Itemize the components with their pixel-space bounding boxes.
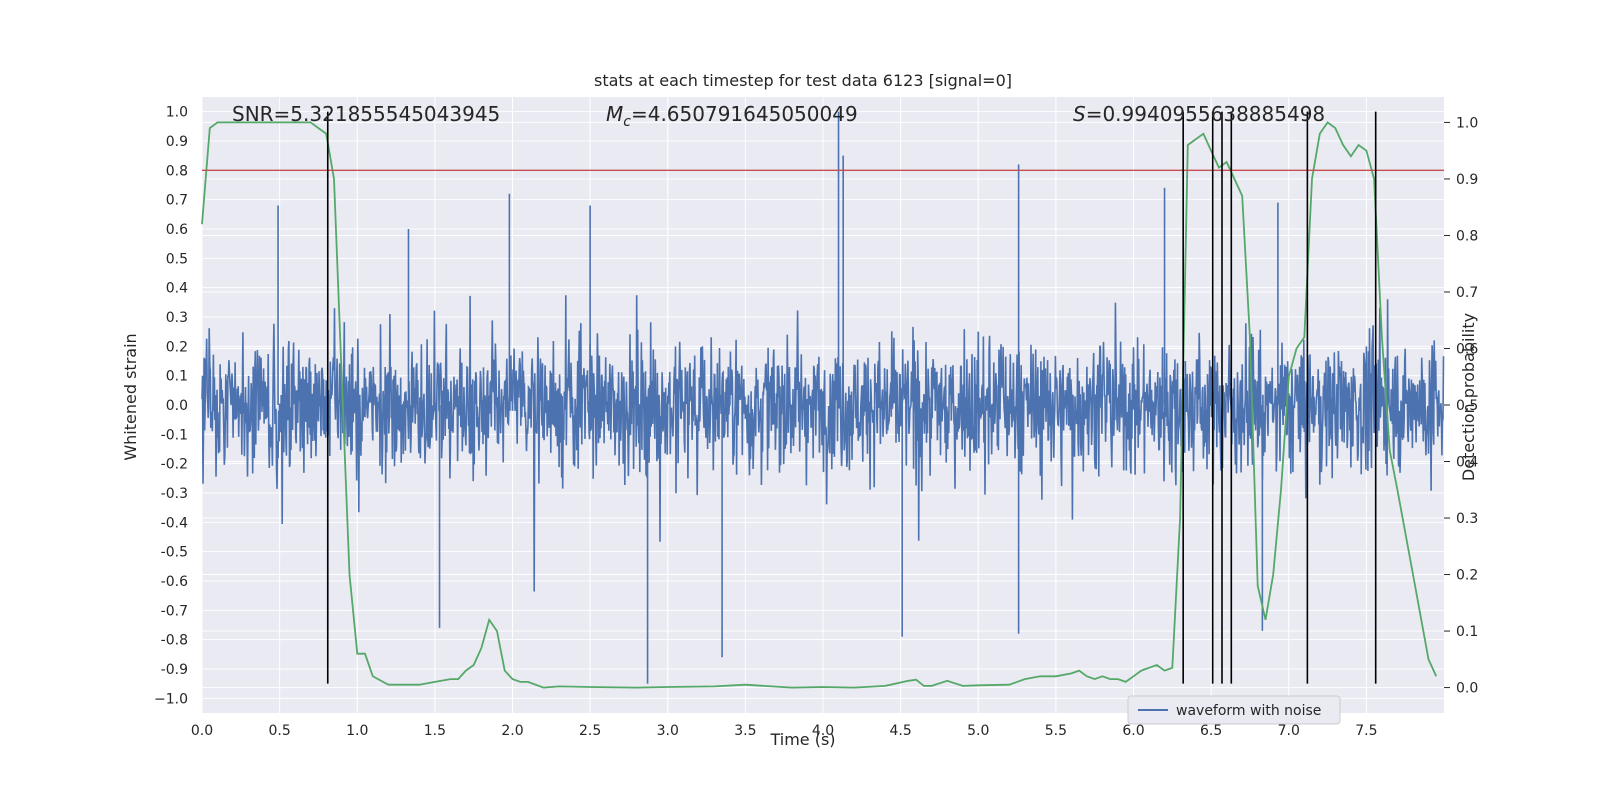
legend-label-waveform: waveform with noise <box>1176 703 1321 719</box>
x-tick-label: 5.5 <box>1045 723 1067 739</box>
y-tick-label: −1.0 <box>154 691 188 707</box>
x-tick-label: 3.5 <box>734 723 756 739</box>
probability-series <box>201 121 1438 689</box>
x-axis-ticks: 0.0 0.5 1.0 1.5 2.0 2.5 3.0 3.5 4.0 4.5 5.0 5.5 6.0 6… <box>191 723 1378 739</box>
event-lines <box>326 111 1377 684</box>
probability-line <box>201 121 1438 689</box>
y-tick-label: -0.9 <box>161 662 188 678</box>
mc-value: =4.650791645050049 <box>631 102 858 126</box>
y-tick-label: 0.5 <box>166 251 188 267</box>
y-tick-label: -0.1 <box>161 427 188 443</box>
s-value: =0.9940955638885498 <box>1086 102 1325 126</box>
y-tick-label: -0.8 <box>161 633 188 649</box>
legend: waveform with noise <box>1127 695 1341 725</box>
y-tick-label: 0.7 <box>166 193 188 209</box>
y-tick-label: -0.5 <box>161 545 188 561</box>
y-tick-label: -0.7 <box>161 603 188 619</box>
y-tick-label: -0.4 <box>161 515 188 531</box>
y-tick-label: 0.6 <box>166 222 188 238</box>
mc-subscript: c <box>623 114 631 130</box>
x-tick-label: 1.0 <box>346 723 368 739</box>
chart-title: stats at each timestep for test data 612… <box>594 71 1012 90</box>
y2-tick-label: 0.1 <box>1456 624 1478 640</box>
y2-axis-ticks: 1.0 0.9 0.8 0.7 0.6 0.5 0.4 0.3 0.2 0.1 0.0 <box>1444 115 1478 697</box>
y-tick-label: -0.3 <box>161 486 188 502</box>
x-tick-label: 0.0 <box>191 723 213 739</box>
x-tick-label: 2.5 <box>579 723 601 739</box>
y-axis-ticks: 1.0 0.9 0.8 0.7 0.6 0.5 0.4 0.3 0.2 0.1 0.0 -0.1 -0.… <box>154 105 188 708</box>
snr-annotation: SNR=5.321855545043945 <box>232 102 500 126</box>
y-tick-label: 1.0 <box>166 105 188 121</box>
x-tick-label: 2.0 <box>501 723 523 739</box>
x-tick-label: 3.0 <box>657 723 679 739</box>
y2-tick-label: 0.3 <box>1456 511 1478 527</box>
x-tick-label: 6.0 <box>1122 723 1144 739</box>
y2-tick-label: 0.5 <box>1456 398 1478 414</box>
y-tick-label: -0.6 <box>161 574 188 590</box>
y2-tick-label: 0.0 <box>1456 681 1478 697</box>
y-tick-label: 0.3 <box>166 310 188 326</box>
y2-tick-label: 1.0 <box>1456 115 1478 131</box>
x-tick-label: 1.5 <box>424 723 446 739</box>
y2-tick-label: 0.4 <box>1456 455 1478 471</box>
y-tick-label: 0.0 <box>166 398 188 414</box>
x-axis-label: Time (s) <box>769 730 835 749</box>
y2-tick-label: 0.8 <box>1456 228 1478 244</box>
x-tick-label: 7.0 <box>1278 723 1300 739</box>
x-tick-label: 4.0 <box>812 723 834 739</box>
y2-axis-label: Detection probability <box>1459 313 1478 481</box>
x-tick-label: 6.5 <box>1200 723 1222 739</box>
y2-tick-label: 0.2 <box>1456 568 1478 584</box>
y-tick-label: -0.2 <box>161 457 188 473</box>
mc-annotation: Mc=4.650791645050049 <box>606 102 858 130</box>
y2-tick-label: 0.6 <box>1456 341 1478 357</box>
x-tick-label: 0.5 <box>268 723 290 739</box>
y-tick-label: 0.1 <box>166 369 188 385</box>
s-annotation: S=0.9940955638885498 <box>1073 102 1325 126</box>
y-tick-label: 0.2 <box>166 339 188 355</box>
s-symbol: S <box>1073 102 1086 126</box>
legend-box <box>1127 695 1341 725</box>
waveform-series <box>201 111 1445 684</box>
x-tick-label: 7.5 <box>1355 723 1377 739</box>
mc-symbol: M <box>606 102 623 126</box>
x-tick-label: 5.0 <box>967 723 989 739</box>
y-tick-label: 0.9 <box>166 134 188 150</box>
y-tick-label: 0.8 <box>166 163 188 179</box>
y-tick-label: 0.4 <box>166 281 188 297</box>
y-axis-label: Whitened strain <box>121 333 140 460</box>
y2-tick-label: 0.9 <box>1456 172 1478 188</box>
y2-tick-label: 0.7 <box>1456 285 1478 301</box>
x-tick-label: 4.5 <box>889 723 911 739</box>
